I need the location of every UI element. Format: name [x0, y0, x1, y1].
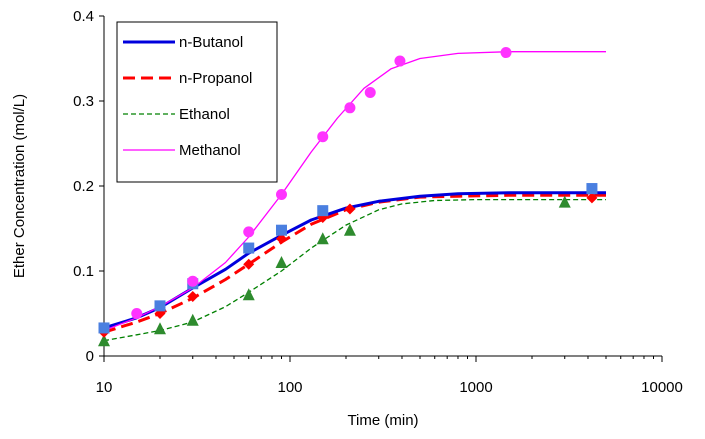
- data-point: [98, 322, 110, 334]
- y-tick-label: 0.1: [73, 263, 94, 280]
- data-point: [394, 55, 406, 67]
- legend-label: n-Butanol: [179, 34, 243, 51]
- series-line-ethanol: [103, 198, 606, 342]
- y-tick-label: 0.3: [73, 93, 94, 110]
- legend-box: [116, 21, 278, 183]
- data-point: [586, 183, 598, 195]
- y-tick-label: 0: [86, 348, 94, 365]
- data-point: [316, 232, 329, 245]
- data-point: [586, 192, 598, 204]
- data-point: [98, 334, 110, 347]
- x-tick-label: 10: [96, 379, 113, 396]
- data-point: [186, 313, 199, 326]
- legend: n-Butanol n-Propanol Ethanol Methanol: [116, 21, 278, 183]
- series-line-n-butanol: [103, 191, 606, 330]
- data-point: [275, 256, 288, 268]
- data-point: [153, 322, 166, 335]
- legend-label: n-Propanol: [179, 70, 252, 87]
- data-point: [344, 102, 356, 114]
- data-point: [343, 223, 356, 236]
- data-point: [344, 203, 356, 215]
- data-markers: [98, 47, 598, 347]
- x-tick-label: 1000: [459, 379, 492, 396]
- data-point: [317, 205, 329, 217]
- data-point: [131, 308, 143, 319]
- data-point: [243, 226, 255, 238]
- data-point: [275, 233, 287, 245]
- x-tick-label: 10000: [641, 379, 683, 396]
- data-point: [243, 242, 255, 254]
- series-line-n-propanol: [103, 193, 606, 334]
- data-point: [275, 189, 287, 200]
- data-point: [500, 47, 512, 59]
- data-point: [275, 224, 287, 236]
- data-point: [187, 275, 199, 287]
- data-point: [154, 300, 166, 312]
- data-point: [242, 288, 255, 301]
- data-point: [364, 87, 376, 98]
- data-point: [243, 258, 255, 270]
- y-tick-label: 0.2: [73, 178, 94, 195]
- data-point: [558, 195, 571, 208]
- y-axis-title: Ether Concentration (mol/L): [11, 94, 28, 278]
- legend-label: Methanol: [179, 142, 241, 159]
- series-line-methanol: [103, 51, 606, 332]
- x-axis-title: Time (min): [347, 412, 418, 429]
- x-tick-label: 100: [277, 379, 302, 396]
- axes: 0 0.1 0.2 0.3 0.4 10 100 1000 10000: [73, 8, 683, 396]
- legend-label: Ethanol: [179, 106, 230, 123]
- data-point: [317, 131, 329, 143]
- data-point: [187, 291, 199, 302]
- y-tick-label: 0.4: [73, 8, 94, 25]
